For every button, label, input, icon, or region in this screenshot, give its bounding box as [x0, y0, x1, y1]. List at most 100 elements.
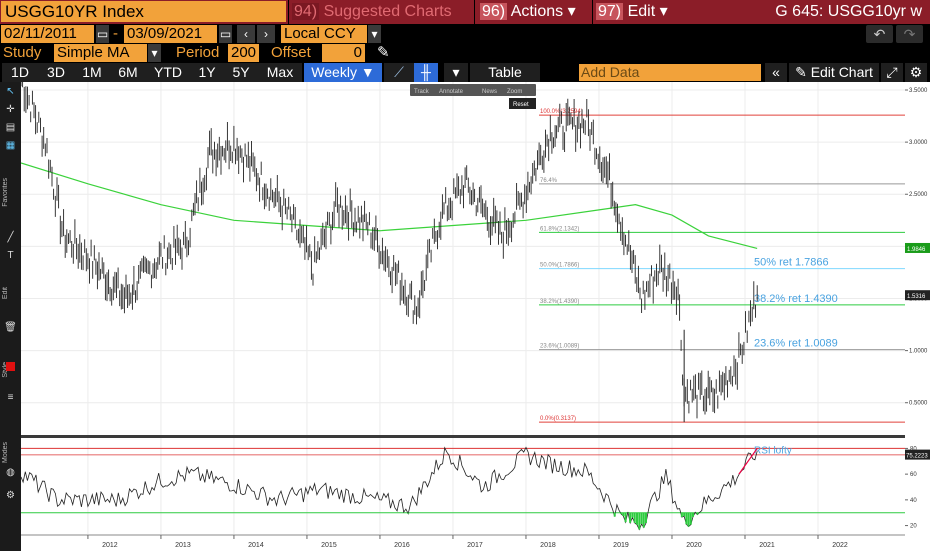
rsi-axis-label: 60 — [910, 472, 917, 478]
chevron-down-icon[interactable]: ▾ — [368, 25, 381, 43]
line-style-icon[interactable]: ≡ — [7, 392, 14, 403]
calendar-icon[interactable]: ▭ — [96, 25, 109, 43]
menu-label: Edit ▾ — [627, 3, 668, 20]
expand-icon[interactable]: ⤢ — [881, 63, 903, 82]
pin-icon[interactable]: ✛ — [6, 104, 15, 115]
period-1m-button[interactable]: 1M — [74, 63, 110, 82]
end-date-input[interactable]: 03/09/2021 — [124, 25, 217, 43]
x-axis-label: 2019 — [613, 542, 629, 549]
chart-area[interactable]: 100.0%(3.2594) 76.4% 61.8%(2.1342) 50.0%(1.… — [20, 73, 905, 551]
collapse-icon[interactable]: « — [765, 63, 787, 82]
chart-tool-button[interactable]: Track — [414, 89, 430, 95]
y-axis-label: 0.5000 — [909, 401, 928, 407]
menu-number: 96) — [480, 3, 508, 20]
rsi-value-tag-bg — [905, 449, 930, 460]
drawing-toolbar: ↖ ✛ ▤ ▦ Favorites ╱ T Edit 🗑 Style ≡ Mod… — [0, 82, 21, 551]
suggested-charts-menu[interactable]: 94) Suggested Charts — [292, 1, 470, 22]
chevron-left-icon[interactable]: ‹ — [237, 25, 255, 43]
x-axis-label: 2012 — [102, 542, 118, 549]
chevron-down-icon[interactable]: ▾ — [148, 44, 161, 62]
ma-value-tag: 1.9846 — [907, 247, 926, 253]
fib-level-label: 0.0%(0.3137) — [540, 416, 576, 422]
period-6m-button[interactable]: 6M — [110, 63, 146, 82]
pencil-icon[interactable]: ✎ — [377, 44, 390, 61]
chart-toolbar: 1D 3D 1M 6M YTD 1Y 5Y Max Weekly ▼ ⟋ ╫ ▾… — [0, 63, 930, 82]
start-date-input[interactable]: 02/11/2011 — [1, 25, 94, 43]
panel-divider — [21, 435, 905, 438]
fib-level-label: 61.8%(2.1342) — [540, 226, 579, 232]
period-1y-button[interactable]: 1Y — [190, 63, 224, 82]
actions-menu[interactable]: 96) Actions ▾ — [480, 1, 590, 22]
modes-label: Modes — [2, 442, 9, 464]
trash-icon[interactable]: 🗑 — [4, 322, 17, 333]
calendar-icon[interactable]: ▭ — [219, 25, 232, 43]
chart-tool-button[interactable]: Zoom — [507, 89, 522, 95]
line-tool-icon[interactable]: ╱ — [7, 232, 14, 243]
color-swatch-icon[interactable] — [6, 362, 15, 371]
chart-grid — [21, 82, 905, 534]
gear-icon[interactable]: ⚙ — [905, 63, 927, 82]
y-axis-panel: 3.50003.00002.50002.00001.50001.00000.50… — [905, 82, 930, 551]
settings-icon[interactable]: ⚙ — [6, 490, 15, 501]
menu-label: Suggested Charts — [323, 3, 452, 20]
chevron-right-icon[interactable]: › — [257, 25, 275, 43]
price-chart[interactable]: 100.0%(3.2594)76.4%61.8%(2.1342)50.0%(1.… — [20, 73, 905, 551]
table-button[interactable]: Table — [470, 63, 540, 82]
last-value-tag-bg — [905, 290, 930, 301]
fibonacci-levels: 100.0%(3.2594)76.4%61.8%(2.1342)50.0%(1.… — [539, 109, 905, 423]
edit-menu[interactable]: 97) Edit ▾ — [596, 1, 676, 22]
edit-chart-label: Edit Chart — [810, 64, 873, 80]
grid-icon[interactable]: ▦ — [5, 140, 16, 151]
chart-tool-button[interactable]: Annotate — [439, 89, 464, 95]
layers-icon[interactable]: ▤ — [5, 122, 16, 133]
rsi-axis-label: 20 — [910, 524, 917, 530]
rsi-line — [20, 446, 758, 531]
offset-label: Offset — [271, 44, 311, 61]
y-axis-label: 2.5000 — [909, 192, 928, 198]
offset-input[interactable]: 0 — [322, 44, 365, 62]
x-axis-label: 2022 — [832, 542, 848, 549]
mode-icon[interactable]: ◍ — [6, 467, 15, 478]
rsi-axis-label: 40 — [910, 498, 917, 504]
ticker-field[interactable]: USGG10YR Index — [1, 1, 286, 22]
ma-value-tag-bg — [905, 242, 930, 253]
study-select[interactable]: Simple MA — [54, 44, 147, 62]
tool-strip-bg — [410, 84, 536, 96]
edit-chart-button[interactable]: ✎ Edit Chart — [789, 63, 879, 82]
text-tool-icon[interactable]: T — [7, 250, 14, 261]
frequency-select[interactable]: Weekly ▼ — [304, 63, 382, 82]
period-1d-button[interactable]: 1D — [2, 63, 38, 82]
fib-level-label: 38.2%(1.4390) — [540, 299, 579, 305]
undo-icon[interactable]: ↶ — [866, 25, 893, 43]
study-label: Study — [3, 44, 42, 61]
chevron-down-icon[interactable]: ▾ — [444, 63, 468, 82]
x-axis-label: 2015 — [321, 542, 337, 549]
date-dash: - — [113, 25, 118, 42]
chart-tool-strip[interactable]: Track Annotate News Zoom Reset — [410, 84, 536, 109]
date-range-bar: 02/11/2011 ▭ - 03/09/2021 ▭ ‹ › Local CC… — [0, 24, 930, 44]
x-axis: 2012 2013 2014 2015 2016 2017 2018 2019 2020 2021… — [21, 534, 905, 549]
reset-button-bg — [509, 98, 536, 109]
period-5y-button[interactable]: 5Y — [224, 63, 258, 82]
x-axis-label: 2013 — [175, 542, 191, 549]
y-axis-label: 3.0000 — [909, 140, 928, 146]
add-data-input[interactable]: Add Data — [579, 64, 761, 81]
period-ytd-button[interactable]: YTD — [146, 63, 190, 82]
bar-chart-icon[interactable]: ╫ — [414, 63, 438, 82]
rsi-axis-label: 80 — [910, 446, 917, 452]
cursor-icon[interactable]: ↖ — [6, 86, 15, 97]
redo-icon[interactable]: ↷ — [896, 25, 923, 43]
moving-average — [20, 162, 758, 250]
title-bar: USGG10YR Index 94) Suggested Charts 96) … — [0, 0, 930, 24]
chart-window-title: G 645: USGG10yr w — [775, 3, 922, 20]
period-input[interactable]: 200 — [228, 44, 259, 62]
period-max-button[interactable]: Max — [258, 63, 302, 82]
chart-tool-button[interactable]: News — [482, 89, 497, 95]
currency-select[interactable]: Local CCY — [281, 25, 367, 43]
reset-button[interactable]: Reset — [513, 102, 529, 108]
rsi-annotation: RSI lofty — [754, 446, 792, 457]
y-axis-label: 3.5000 — [909, 88, 928, 94]
favorites-label: Favorites — [2, 178, 9, 207]
period-3d-button[interactable]: 3D — [38, 63, 74, 82]
line-chart-icon[interactable]: ⟋ — [384, 63, 414, 82]
